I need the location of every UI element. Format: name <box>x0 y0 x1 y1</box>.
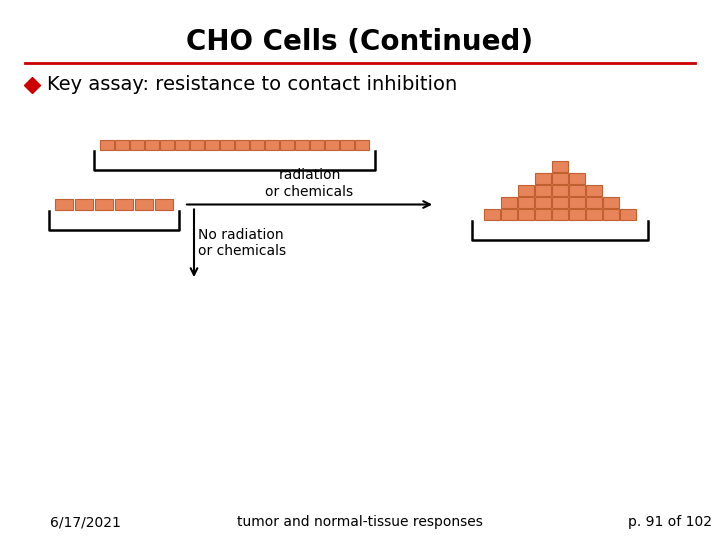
Bar <box>552 185 568 196</box>
Bar <box>250 140 264 150</box>
Bar <box>535 173 551 184</box>
Text: radiation
or chemicals: radiation or chemicals <box>266 168 354 199</box>
Bar <box>620 209 636 220</box>
Bar <box>190 140 204 150</box>
Bar <box>235 140 249 150</box>
Text: tumor and normal-tissue responses: tumor and normal-tissue responses <box>237 515 483 529</box>
Bar <box>552 197 568 208</box>
Bar <box>603 209 619 220</box>
Bar <box>205 140 219 150</box>
Bar <box>100 140 114 150</box>
Text: p. 91 of 102: p. 91 of 102 <box>628 515 712 529</box>
Bar <box>518 209 534 220</box>
Bar <box>135 199 153 210</box>
Bar <box>603 197 619 208</box>
Bar <box>569 197 585 208</box>
Text: CHO Cells (Continued): CHO Cells (Continued) <box>186 28 534 56</box>
Bar <box>310 140 324 150</box>
Bar <box>535 197 551 208</box>
Bar <box>75 199 93 210</box>
Bar <box>115 140 129 150</box>
Bar <box>115 199 133 210</box>
Text: Key assay: resistance to contact inhibition: Key assay: resistance to contact inhibit… <box>47 76 457 94</box>
Bar <box>145 140 159 150</box>
Text: No radiation
or chemicals: No radiation or chemicals <box>198 228 286 258</box>
Bar <box>501 209 517 220</box>
Bar <box>265 140 279 150</box>
Bar <box>552 161 568 172</box>
Bar <box>220 140 234 150</box>
Bar <box>535 185 551 196</box>
Bar <box>518 197 534 208</box>
Bar <box>552 173 568 184</box>
Bar <box>552 209 568 220</box>
Bar <box>518 185 534 196</box>
Bar <box>586 209 602 220</box>
Bar <box>175 140 189 150</box>
Text: 6/17/2021: 6/17/2021 <box>50 515 121 529</box>
Bar <box>325 140 339 150</box>
Bar <box>569 173 585 184</box>
Bar <box>55 199 73 210</box>
Bar <box>586 197 602 208</box>
Bar <box>155 199 173 210</box>
Bar <box>295 140 309 150</box>
Bar <box>95 199 113 210</box>
Bar <box>160 140 174 150</box>
Bar <box>355 140 369 150</box>
Bar <box>280 140 294 150</box>
Bar <box>535 209 551 220</box>
Bar <box>501 197 517 208</box>
Bar <box>130 140 144 150</box>
Bar <box>586 185 602 196</box>
Bar <box>484 209 500 220</box>
Bar <box>569 209 585 220</box>
Bar <box>340 140 354 150</box>
Bar <box>569 185 585 196</box>
